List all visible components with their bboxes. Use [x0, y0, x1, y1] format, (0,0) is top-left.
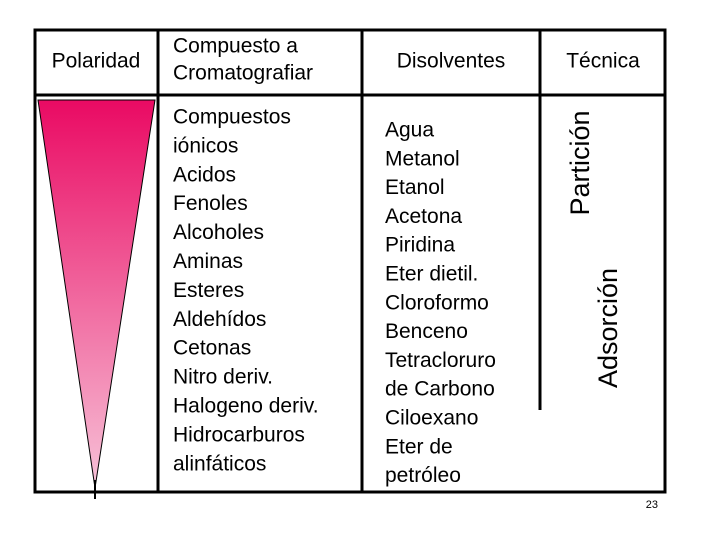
solvent-item: petróleo	[385, 464, 461, 487]
table-frame	[33, 28, 667, 494]
compound-item: Alcoholes	[173, 221, 264, 244]
solvent-item: Metanol	[385, 147, 460, 170]
header-compound: Compuesto a	[173, 35, 298, 58]
technique-label: Partición	[565, 110, 595, 215]
compound-item: Fenoles	[173, 192, 248, 215]
solvent-item: Eter dietil.	[385, 263, 478, 286]
page-number: 23	[646, 499, 658, 511]
solvent-item: Piridina	[385, 234, 455, 257]
solvent-item: Etanol	[385, 176, 445, 199]
compound-item: Cetonas	[173, 337, 251, 360]
solvent-item: de Carbono	[385, 378, 495, 401]
solvent-item: Cloroformo	[385, 291, 489, 314]
solvent-item: Agua	[385, 119, 434, 142]
compound-item: Aminas	[173, 250, 243, 273]
compound-item: Hidrocarburos	[173, 423, 305, 446]
solvent-item: Acetona	[385, 205, 462, 228]
compound-item: Esteres	[173, 279, 244, 302]
compound-item: iónicos	[173, 134, 238, 157]
header-compound: Cromatografiar	[173, 62, 313, 85]
solvent-item: Eter de	[385, 435, 453, 458]
compound-item: alinfáticos	[173, 452, 266, 475]
compound-item: Compuestos	[173, 106, 291, 129]
compound-item: Halogeno deriv.	[173, 395, 319, 418]
polarity-triangle	[37, 99, 156, 489]
header-polarity: Polaridad	[52, 50, 141, 73]
solvent-item: Tetracloruro	[385, 349, 496, 372]
compound-item: Aldehídos	[173, 308, 266, 331]
solvent-item: Ciloexano	[385, 407, 478, 430]
compound-item: Nitro deriv.	[173, 366, 273, 389]
compound-item: Acidos	[173, 163, 236, 186]
header-solvents: Disolventes	[397, 50, 506, 73]
technique-label: Adsorción	[593, 268, 623, 388]
solvent-item: Benceno	[385, 320, 468, 343]
header-technique: Técnica	[566, 50, 640, 73]
